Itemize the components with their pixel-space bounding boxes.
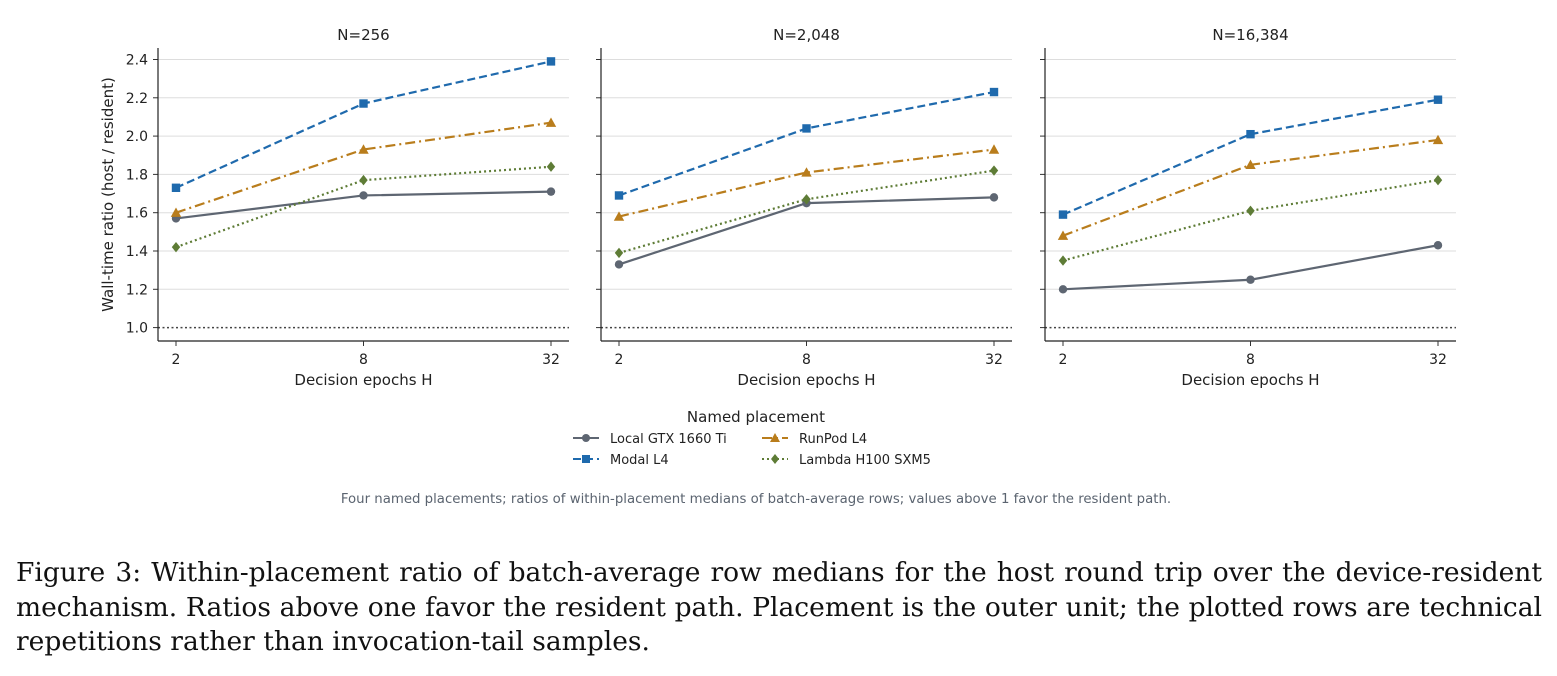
series-line [1062,138,1439,237]
data-point [1433,174,1443,186]
figure-caption: Figure 3: Within-placement ratio of batc… [16,557,1542,657]
series-line [618,169,995,254]
legend-label: Local GTX 1660 Ti [610,432,727,447]
panel-title: N=2,048 [773,26,840,44]
data-point [170,207,182,217]
y-tick-label: 2.2 [126,91,148,107]
series-line [1062,179,1439,262]
y-tick-label: 1.0 [126,321,148,337]
series-line [175,165,552,249]
x-tick-label: 2 [172,352,181,368]
data-point [358,144,369,154]
x-tick-label: 8 [1246,352,1255,368]
y-tick-label: 2.0 [126,129,148,145]
data-point [546,57,556,66]
data-point [989,165,999,176]
y-axis-label: Wall-time ratio (host / resident) [99,77,117,312]
data-point [359,99,368,108]
data-point [1246,205,1255,216]
data-point [1058,285,1068,294]
data-point [802,194,811,205]
x-tick-label: 32 [985,352,1003,368]
y-tick-label: 1.6 [126,206,148,222]
data-point [171,183,181,192]
series-line [618,90,995,197]
y-tick-label: 1.4 [126,244,148,260]
y-tick-label: 1.2 [126,282,148,298]
data-point [1245,159,1256,170]
data-point [1433,95,1443,104]
data-point [614,260,624,269]
series-line [618,196,995,266]
data-point [1246,275,1255,284]
series-line [175,60,552,189]
data-point [1433,241,1443,250]
x-tick-label: 32 [1429,352,1447,368]
x-tick-label: 8 [802,352,811,368]
data-point [614,247,624,259]
panel-title: N=256 [337,26,389,44]
x-tick-label: 32 [542,352,560,368]
chart-subcaption: Four named placements; ratios of within-… [341,492,1171,507]
data-point [1058,210,1068,219]
series-line [1062,98,1439,216]
series-line [175,121,552,214]
data-point [359,191,368,200]
data-point [171,241,181,253]
data-point [613,211,625,221]
data-point [545,117,557,127]
legend-title: Named placement [687,408,825,426]
x-tick-label: 8 [359,352,368,368]
x-tick-label: 2 [1059,352,1068,368]
y-tick-label: 2.4 [126,52,148,68]
legend-swatch-marker [771,454,779,464]
data-point [546,187,556,196]
data-point [546,161,556,172]
legend-label: Modal L4 [610,453,669,468]
legend-label: Lambda H100 SXM5 [799,453,931,468]
legend-swatch-marker [770,433,780,442]
panel-title: N=16,384 [1212,26,1288,44]
x-tick-label: 2 [615,352,624,368]
data-point [989,87,999,97]
figure: 1.0 1.2 1.4 1.6 1.8 2.0 2.2 2.4 2 8 32 N=256 Decisio… [99,26,1456,507]
legend-swatch-marker [582,455,590,463]
legend-swatch-marker [582,434,590,442]
data-point [359,174,368,186]
series-line [618,148,995,218]
data-point [801,167,812,177]
y-tick-label: 1.8 [126,167,148,183]
legend-label: RunPod L4 [799,432,867,447]
data-point [1246,129,1255,139]
data-point [802,124,811,133]
data-point [614,191,624,200]
x-axis-label: Decision epochs H [737,371,875,389]
data-point [1432,134,1444,145]
x-axis-label: Decision epochs H [1181,371,1319,389]
data-point [989,193,999,202]
data-point [1058,255,1068,266]
data-point [1057,230,1069,240]
data-point [988,144,1000,154]
x-axis-label: Decision epochs H [294,371,432,389]
